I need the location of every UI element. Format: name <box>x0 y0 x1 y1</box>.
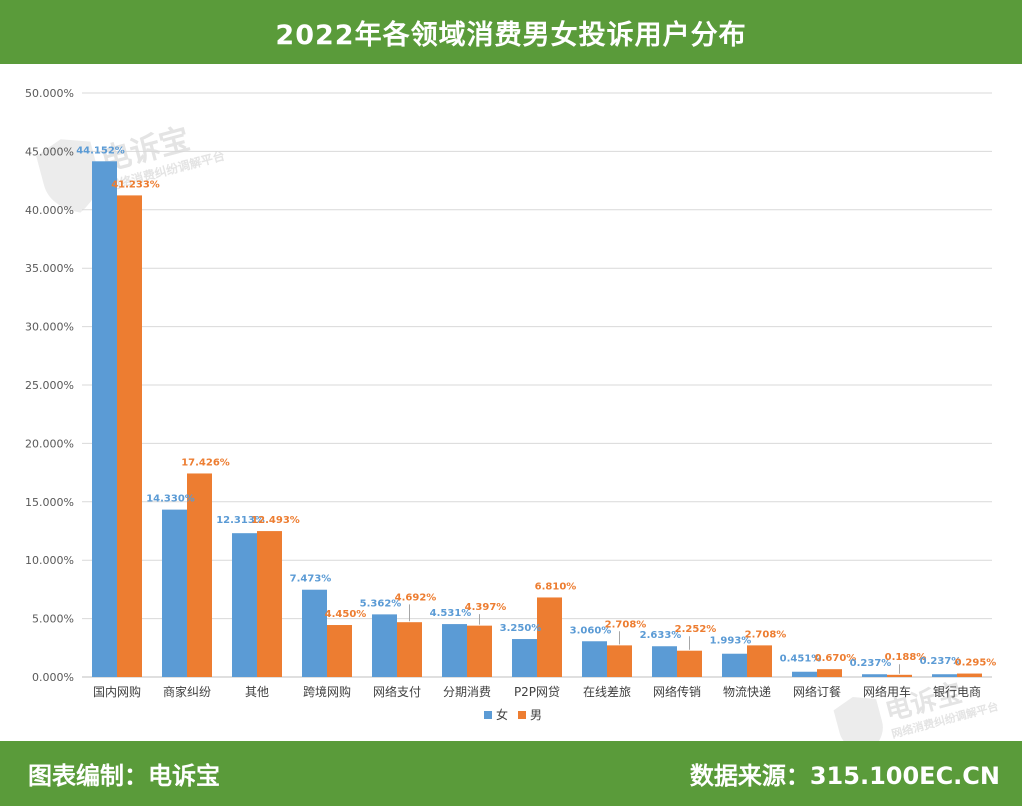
data-label: 0.237% <box>850 658 892 669</box>
bar-male <box>467 625 492 677</box>
bar-chart: 电诉宝 网络消费纠纷调解平台 电诉宝 网络消费纠纷调解平台 0.000% 5.00… <box>25 87 1000 741</box>
data-label: 41.233% <box>111 179 160 190</box>
bar-female <box>302 589 327 677</box>
x-category-label: 其他 <box>245 685 269 699</box>
data-label: 0.670% <box>815 653 857 664</box>
bar-male <box>187 473 212 677</box>
bar-male <box>397 622 422 677</box>
data-label: 2.708% <box>605 619 647 630</box>
bar-male <box>677 650 702 677</box>
data-label: 0.451% <box>780 654 822 665</box>
bars <box>92 161 982 678</box>
x-category-label: 商家纠纷 <box>163 684 211 699</box>
x-category-label: 网络支付 <box>373 684 421 699</box>
watermark: 电诉宝 网络消费纠纷调解平台 电诉宝 网络消费纠纷调解平台 <box>36 122 1000 741</box>
y-tick-label: 10.000% <box>25 554 74 567</box>
data-labels: 44.152% 41.233% 14.330% 17.426% 12.313%12.49… <box>76 145 996 669</box>
bar-female <box>792 671 817 677</box>
bar-male <box>537 597 562 677</box>
bar-female <box>652 646 677 677</box>
y-tick-label: 0.000% <box>32 671 74 684</box>
y-tick-label: 20.000% <box>25 437 74 450</box>
x-category-label: 网络订餐 <box>793 684 841 699</box>
data-label: 5.362% <box>360 598 402 609</box>
bar-female <box>442 624 467 677</box>
data-label: 0.237% <box>920 656 962 667</box>
data-label: 2.252% <box>675 624 717 635</box>
data-label: 0.295% <box>955 658 997 669</box>
bar-male <box>747 645 772 677</box>
bar-male <box>607 645 632 677</box>
bar-female <box>722 653 747 677</box>
data-label: 12.313% <box>216 515 265 526</box>
bar-male <box>327 625 352 677</box>
bar-female <box>162 509 187 677</box>
data-label: 0.188% <box>885 652 927 663</box>
footer-source: 数据来源：315.100EC.CN <box>689 762 1000 790</box>
data-label: 14.330% <box>146 494 195 505</box>
data-label: 17.426% <box>181 457 230 468</box>
y-tick-label: 40.000% <box>25 204 74 217</box>
bar-female <box>932 674 957 677</box>
x-category-label: 网络用车 <box>863 684 911 699</box>
header-bar: 2022年各领域消费男女投诉用户分布 <box>0 0 1022 64</box>
footer-author: 图表编制：电诉宝 <box>28 762 220 790</box>
x-category-label: 网络传销 <box>653 684 701 699</box>
legend-label: 女 <box>496 707 508 722</box>
x-category-label: 银行电商 <box>933 684 981 699</box>
x-category-label: 物流快递 <box>723 685 771 699</box>
data-label: 3.060% <box>570 625 612 636</box>
legend-swatch <box>484 711 492 719</box>
bar-male <box>817 669 842 677</box>
data-label: 2.708% <box>745 629 787 640</box>
legend-label: 男 <box>530 708 542 722</box>
data-label: 6.810% <box>535 581 577 592</box>
legend-swatch <box>518 711 526 719</box>
y-tick-label: 5.000% <box>32 613 74 626</box>
bar-female <box>92 161 117 678</box>
bar-male <box>957 673 982 677</box>
data-label: 4.692% <box>395 592 437 603</box>
footer-bar: 图表编制：电诉宝 数据来源：315.100EC.CN <box>0 741 1022 806</box>
data-label: 3.250% <box>500 623 542 634</box>
x-category-label: P2P网贷 <box>514 685 560 699</box>
label-leader-lines <box>409 604 900 674</box>
data-label: 1.993% <box>710 636 752 647</box>
x-category-label: 国内网购 <box>93 684 141 699</box>
x-category-label: 跨境网购 <box>303 684 351 699</box>
y-tick-label: 35.000% <box>25 262 74 275</box>
x-category-label: 分期消费 <box>443 685 491 699</box>
y-tick-label: 30.000% <box>25 321 74 334</box>
shield-logo-icon <box>36 139 100 213</box>
bar-male <box>117 195 142 677</box>
bar-female <box>582 641 607 677</box>
data-label: 44.152% <box>76 145 125 156</box>
y-tick-label: 15.000% <box>25 496 74 509</box>
bar-female <box>862 674 887 677</box>
chart-title: 2022年各领域消费男女投诉用户分布 <box>275 19 747 51</box>
bar-male <box>887 674 912 677</box>
y-axis-labels: 0.000% 5.000% 10.000% 15.000% 20.000% 25.000%… <box>25 87 74 684</box>
data-label: 2.633% <box>640 630 682 641</box>
bar-female <box>232 533 257 677</box>
data-label: 4.531% <box>430 608 472 619</box>
data-label: 12.493% <box>251 515 300 526</box>
x-axis-labels: 国内网购 商家纠纷 其他 跨境网购 网络支付 分期消费 P2P网贷 在线差旅 网络传销 物流快递 网… <box>93 684 981 699</box>
legend: 女男 <box>484 707 542 722</box>
data-label: 4.450% <box>325 609 367 620</box>
data-label: 7.473% <box>290 574 332 585</box>
bar-male <box>257 531 282 677</box>
y-tick-label: 45.000% <box>25 145 74 158</box>
bar-female <box>512 639 537 677</box>
data-label: 4.397% <box>465 602 507 613</box>
y-tick-label: 50.000% <box>25 87 74 100</box>
bar-female <box>372 614 397 677</box>
shield-logo-icon <box>833 696 883 741</box>
y-tick-label: 25.000% <box>25 379 74 392</box>
x-category-label: 在线差旅 <box>583 685 631 699</box>
